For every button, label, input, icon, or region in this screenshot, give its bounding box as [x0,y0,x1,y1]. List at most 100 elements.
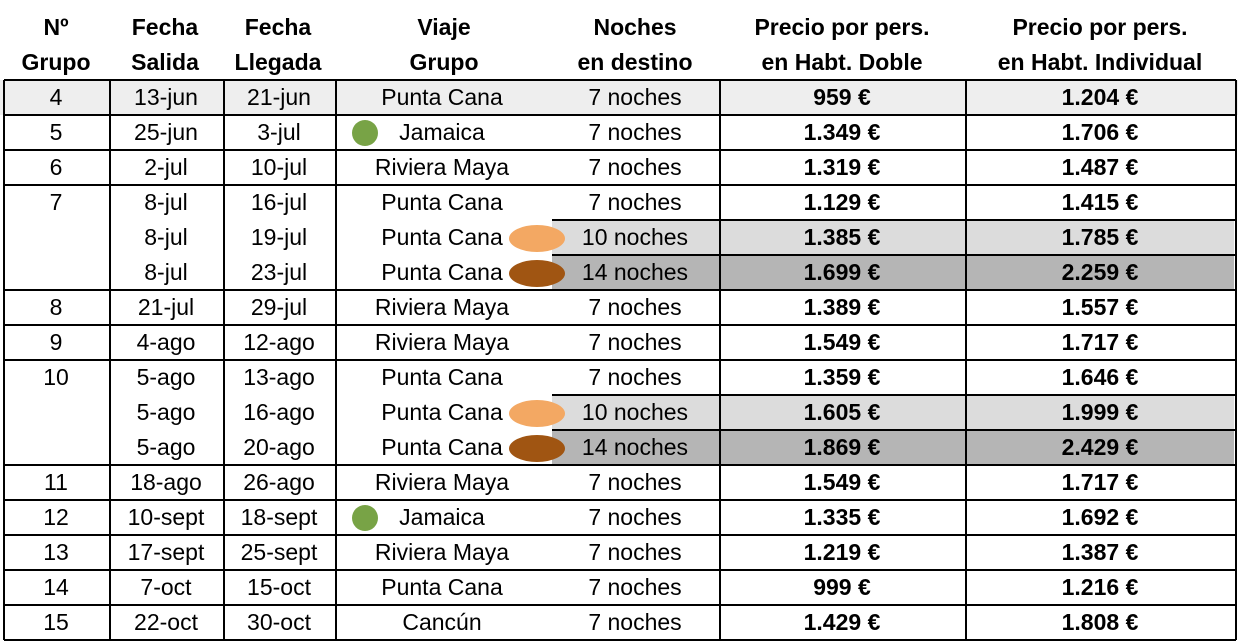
brown-ellipse-icon [509,260,565,287]
table-row: 5-ago 16-ago Punta Cana 10 noches 1.605 € 1.9… [0,395,1238,430]
cell-noches: 7 noches [588,504,682,530]
cell-doble: 1.335 € [803,504,881,530]
grid-line [4,149,1236,151]
table-row: 14 7-oct 15-oct Punta Cana 7 noches 999 € 1.21… [0,570,1238,605]
grid-line [1235,80,1237,640]
table-row: 9 4-ago 12-ago Riviera Maya 7 noches 1.549 € 1… [0,325,1238,360]
cell-salida: 8-jul [144,224,188,250]
cell-grupo: 8 [49,294,63,320]
grid-line [4,79,1236,81]
table-header: Nº Grupo Fecha Salida Fecha Llegada Viaje Gr… [0,0,1238,80]
cell-viaje: Riviera Maya [374,329,510,355]
cell-grupo: 5 [49,119,63,145]
grid-line [4,464,1236,466]
grid-line [965,80,967,640]
cell-noches: 7 noches [588,469,682,495]
orange-ellipse-icon [509,400,565,427]
cell-grupo: 12 [43,504,69,530]
cell-noches: 7 noches [588,154,682,180]
cell-grupo: 6 [49,154,63,180]
green-dot-icon [352,505,378,531]
grid-line [335,80,337,640]
grid-line [552,394,1236,396]
grid-line [552,254,1236,256]
cell-viaje: Cancún [402,609,482,635]
cell-viaje: Punta Cana [381,574,503,600]
header-noches: Noches en destino [577,14,693,75]
cell-individual: 2.259 € [1061,259,1139,285]
cell-llegada: 30-oct [247,609,311,635]
cell-individual: 2.429 € [1061,434,1139,460]
cell-noches: 7 noches [588,539,682,565]
cell-llegada: 16-ago [243,399,315,425]
row-shade-light [552,220,1234,255]
table-row: 7 8-jul 16-jul Punta Cana 7 noches 1.129 € 1.4… [0,185,1238,220]
cell-viaje: Riviera Maya [374,539,510,565]
cell-salida: 21-jul [137,294,195,320]
cell-grupo [4,255,108,290]
cell-noches: 7 noches [588,189,682,215]
row-shade-dark [552,255,1234,290]
cell-salida: 10-sept [127,504,205,530]
cell-salida: 7-oct [140,574,192,600]
cell-individual: 1.706 € [1061,119,1139,145]
cell-noches: 7 noches [588,119,682,145]
cell-salida: 4-ago [136,329,196,355]
cell-noches: 7 noches [588,364,682,390]
cell-grupo [4,220,108,255]
table-row: 12 10-sept 18-sept Jamaica 7 noches 1.335 € 1.… [0,500,1238,535]
cell-llegada: 21-jun [247,84,311,110]
grid-line [4,184,1236,186]
table-row: 6 2-jul 10-jul Riviera Maya 7 noches 1.319 € 1… [0,150,1238,185]
cell-salida: 17-sept [127,539,205,565]
cell-llegada: 25-sept [240,539,318,565]
header-precio-individual: Precio por pers. en Habt. Individual [997,14,1203,75]
table-row: 4 13-jun 21-jun Punta Cana 7 noches 959 € 1.20… [0,80,1238,115]
grid-line [552,429,1236,431]
cell-grupo: 4 [49,84,63,110]
cell-individual: 1.808 € [1061,609,1139,635]
cell-llegada: 18-sept [240,504,318,530]
grid-line [4,324,1236,326]
cell-doble: 1.389 € [803,294,881,320]
brown-ellipse-icon [509,435,565,462]
cell-individual: 1.204 € [1061,84,1139,110]
table-row: 8-jul 19-jul Punta Cana 10 noches 1.385 € 1.7… [0,220,1238,255]
cell-noches: 7 noches [588,609,682,635]
cell-grupo: 10 [43,364,69,390]
header-precio-doble: Precio por pers. en Habt. Doble [754,14,930,75]
cell-doble: 999 € [813,574,871,600]
cell-grupo: 15 [43,609,69,635]
cell-doble: 1.605 € [803,399,881,425]
cell-noches: 7 noches [588,574,682,600]
cell-individual: 1.216 € [1061,574,1139,600]
cell-llegada: 12-ago [243,329,315,355]
table-row: 8 21-jul 29-jul Riviera Maya 7 noches 1.389 €… [0,290,1238,325]
cell-viaje: Punta Cana [381,399,503,425]
grid-line [552,219,1236,221]
table-row: 10 5-ago 13-ago Punta Cana 7 noches 1.359 € 1.… [0,360,1238,395]
cell-llegada: 19-jul [250,224,308,250]
cell-doble: 959 € [813,84,871,110]
table-row: 8-jul 23-jul Punta Cana 14 noches 1.699 € 2.2… [0,255,1238,290]
cell-viaje: Punta Cana [381,434,503,460]
grid-line [4,639,1236,641]
grid-line [4,114,1236,116]
grid-line [4,499,1236,501]
cell-salida: 2-jul [144,154,188,180]
cell-salida: 8-jul [144,259,188,285]
cell-doble: 1.429 € [803,609,881,635]
cell-grupo: 13 [43,539,69,565]
cell-noches: 7 noches [588,329,682,355]
cell-noches: 14 noches [581,259,689,285]
cell-llegada: 20-ago [243,434,315,460]
cell-grupo [4,395,108,430]
orange-ellipse-icon [509,225,565,252]
grid-line [719,80,721,640]
cell-individual: 1.646 € [1061,364,1139,390]
cell-individual: 1.717 € [1061,329,1139,355]
cell-viaje: Riviera Maya [374,469,510,495]
header-llegada: Fecha Llegada [234,14,322,75]
cell-individual: 1.415 € [1061,189,1139,215]
cell-grupo: 11 [44,469,68,495]
